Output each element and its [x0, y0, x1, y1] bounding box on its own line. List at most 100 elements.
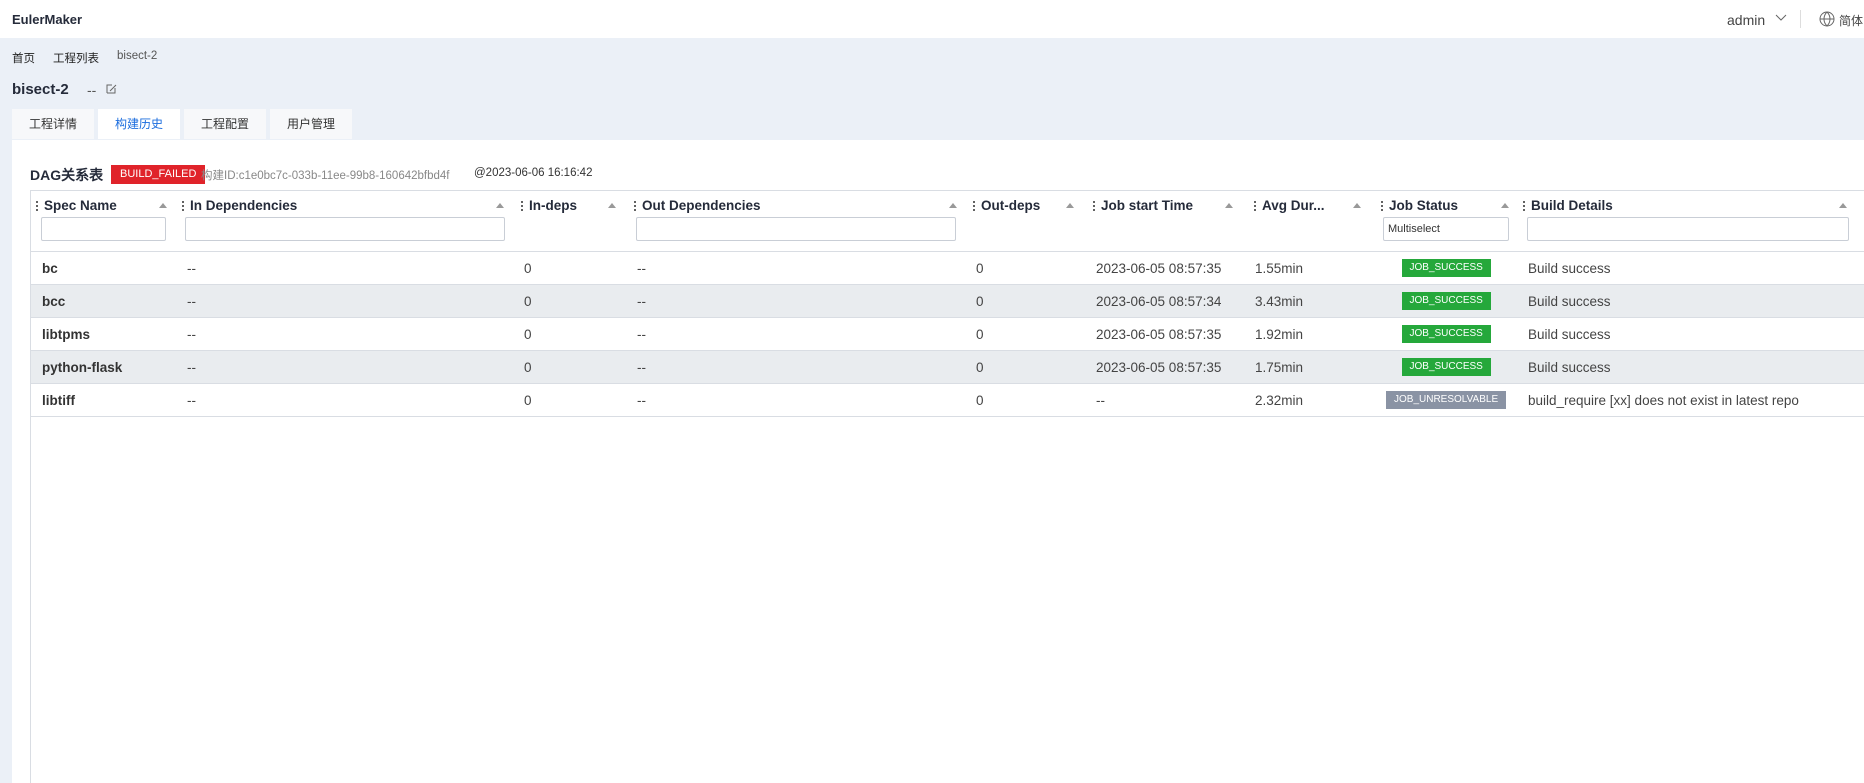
table-row [31, 384, 1864, 417]
sort-icon[interactable] [159, 203, 167, 208]
user-menu[interactable]: admin [1727, 12, 1766, 28]
table-cell: Build success [1528, 360, 1611, 375]
table [30, 190, 1864, 783]
sort-icon[interactable] [1225, 203, 1233, 208]
breadcrumb-sep [40, 50, 47, 62]
column-header[interactable]: Job Status [1389, 198, 1459, 213]
table-cell: -- [187, 360, 196, 375]
column-menu[interactable] [634, 200, 636, 211]
filter-input[interactable] [41, 217, 166, 241]
sort-icon[interactable] [1066, 203, 1074, 208]
table-cell: 1.92min [1255, 327, 1304, 342]
breadcrumb-item[interactable]: 工程列表 [53, 53, 99, 65]
column-menu[interactable] [182, 200, 184, 211]
table-row [31, 318, 1864, 351]
build-status: BUILD_FAILED [111, 165, 206, 184]
status-badge: JOB_SUCCESS [1401, 292, 1491, 310]
sort-icon[interactable] [496, 203, 504, 208]
project-desc: -- [87, 82, 97, 98]
table-cell: 0 [524, 360, 532, 375]
status-badge: JOB_SUCCESS [1401, 325, 1491, 343]
table-cell: Build success [1528, 327, 1611, 342]
table-cell: 0 [976, 327, 984, 342]
column-menu[interactable] [1523, 200, 1525, 211]
column-header[interactable]: In Dependencies [190, 198, 298, 213]
column-header[interactable]: Job start Time [1101, 198, 1194, 213]
filter-input[interactable] [1527, 217, 1849, 241]
spec-name: libtiff [42, 393, 75, 408]
spec-name: bcc [42, 294, 66, 309]
table-cell: -- [187, 294, 196, 309]
sort-icon[interactable] [949, 203, 957, 208]
top-bar: EulerMaker admin 简体 [0, 0, 1864, 38]
table-cell: -- [637, 261, 646, 276]
filter-input[interactable] [185, 217, 505, 241]
table-cell: 0 [976, 294, 984, 309]
chevron [1775, 14, 1787, 21]
breadcrumb-item[interactable]: 首页 [12, 53, 35, 65]
build-id: 构建ID:c1e0bc7c-033b-11ee-99b8-160642bfbd4… [201, 170, 450, 182]
spec-name: bc [42, 261, 58, 276]
table-cell: 0 [524, 327, 532, 342]
column-menu[interactable] [36, 200, 38, 211]
breadcrumb-item: bisect-2 [117, 50, 158, 62]
status-badge: JOB_UNRESOLVABLE [1386, 391, 1507, 409]
table-cell: 2023-06-05 08:57:35 [1096, 261, 1222, 276]
breadcrumb-sep [104, 50, 111, 62]
table-cell: -- [1096, 393, 1105, 408]
table-cell: 2023-06-05 08:57:35 [1096, 327, 1222, 342]
dag-title: DAG关系表 [30, 167, 104, 183]
sort-icon[interactable] [608, 203, 616, 208]
status-badge: JOB_SUCCESS [1401, 259, 1491, 277]
tab[interactable]: 工程配置 [184, 109, 266, 139]
filter-input[interactable] [636, 217, 956, 241]
table-cell: -- [187, 327, 196, 342]
table-cell: 0 [976, 261, 984, 276]
tab[interactable]: 用户管理 [270, 109, 352, 139]
panel [12, 140, 1864, 783]
table-cell: 1.55min [1255, 261, 1304, 276]
column-menu[interactable] [1093, 200, 1095, 211]
header-border [30, 251, 1864, 252]
table-cell: 1.75min [1255, 360, 1304, 375]
column-header[interactable]: Build Details [1531, 198, 1613, 213]
column-menu[interactable] [1254, 200, 1256, 211]
divider [1800, 10, 1801, 28]
column-menu[interactable] [521, 200, 523, 211]
sort-icon[interactable] [1839, 203, 1847, 208]
table-cell: build_require [xx] does not exist in lat… [1528, 393, 1799, 408]
column-header[interactable]: Spec Name [44, 198, 117, 213]
column-menu[interactable] [973, 200, 975, 211]
tab[interactable]: 构建历史 [98, 109, 180, 139]
language[interactable]: 简体 [1839, 14, 1864, 28]
tab[interactable]: 工程详情 [12, 109, 94, 139]
column-header[interactable]: Out Dependencies [642, 198, 761, 213]
table-cell: 0 [976, 360, 984, 375]
column-header[interactable]: Out-deps [981, 198, 1041, 213]
spec-name: python-flask [42, 360, 123, 375]
table-cell: 2023-06-05 08:57:34 [1096, 294, 1222, 309]
table-cell: 0 [524, 261, 532, 276]
brand: EulerMaker [12, 12, 83, 27]
status-badge: JOB_SUCCESS [1401, 358, 1491, 376]
filter-input[interactable]: Multiselect [1383, 217, 1509, 241]
table-cell: 3.43min [1255, 294, 1304, 309]
table-cell: -- [187, 261, 196, 276]
table-cell: Build success [1528, 294, 1611, 309]
column-menu[interactable] [1381, 200, 1383, 211]
sort-icon[interactable] [1501, 203, 1509, 208]
project-name: bisect-2 [12, 81, 69, 98]
table-cell: Build success [1528, 261, 1611, 276]
column-header[interactable]: In-deps [529, 198, 578, 213]
table-cell: -- [187, 393, 196, 408]
table-row [31, 252, 1864, 285]
table-cell: 2.32min [1255, 393, 1304, 408]
sort-icon[interactable] [1353, 203, 1361, 208]
table-cell: 2023-06-05 08:57:35 [1096, 360, 1222, 375]
edit-icon[interactable] [105, 83, 117, 95]
table-cell: 0 [976, 393, 984, 408]
build-time: @2023-06-06 16:16:42 [474, 167, 593, 179]
table-cell: -- [637, 393, 646, 408]
column-header[interactable]: Avg Dur... [1262, 198, 1325, 213]
